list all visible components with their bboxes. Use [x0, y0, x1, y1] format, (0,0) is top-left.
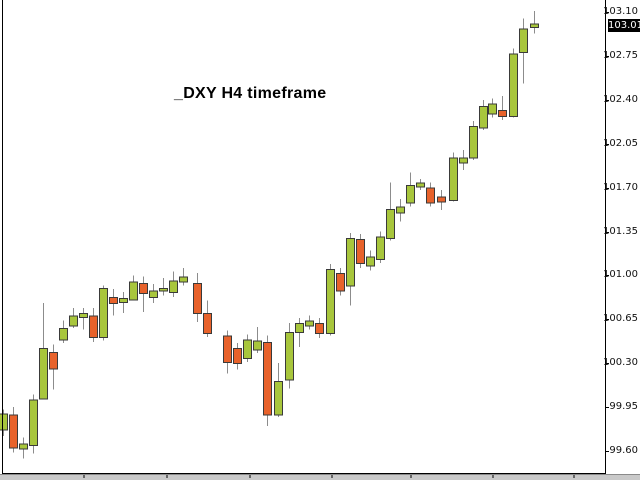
- time-axis-tick: [492, 475, 494, 478]
- candle: [509, 48, 518, 118]
- candle: [263, 335, 272, 426]
- candle: [488, 98, 497, 118]
- price-axis[interactable]: 103.10 102.75 102.40 102.05 101.70 101.35 101.…: [603, 0, 640, 474]
- candle: [69, 308, 78, 329]
- candle: [139, 276, 148, 312]
- y-axis-tick: [605, 12, 609, 14]
- candlestick-canvas: [0, 10, 539, 459]
- candle: [253, 326, 262, 354]
- time-axis-tick: [410, 475, 412, 478]
- y-axis-tick: [605, 407, 609, 409]
- candle: [449, 152, 458, 202]
- candle: [129, 275, 138, 301]
- y-axis-label: 102.75: [603, 49, 638, 61]
- time-axis-tick: [83, 475, 85, 478]
- candle: [99, 285, 108, 341]
- candle: [530, 10, 539, 34]
- y-axis-tick: [605, 363, 609, 365]
- y-axis-tick: [605, 55, 609, 57]
- time-axis-tick: [249, 475, 251, 478]
- plot-bottom-border: [2, 473, 606, 474]
- candle: [159, 277, 168, 296]
- y-axis-label: 101.70: [603, 181, 638, 193]
- candle: [0, 409, 8, 436]
- candle: [29, 394, 38, 454]
- candle: [326, 264, 335, 336]
- candle: [149, 284, 158, 304]
- candle: [59, 320, 68, 344]
- candle: [406, 172, 415, 207]
- plot-left-border: [2, 0, 3, 474]
- y-axis-label: 101.35: [603, 225, 638, 237]
- candle: [19, 437, 28, 459]
- candle: [243, 334, 252, 362]
- chart-title: _DXY H4 timeframe: [174, 85, 327, 102]
- y-axis-tick: [605, 451, 609, 453]
- candle: [233, 343, 242, 370]
- candle: [223, 330, 232, 374]
- current-price-badge: 103.01: [608, 19, 640, 33]
- y-axis-label: 101.00: [603, 269, 638, 281]
- y-axis-tick: [605, 231, 609, 233]
- candle: [386, 182, 395, 241]
- y-axis-tick: [605, 319, 609, 321]
- candle: [469, 121, 478, 161]
- chart-plot-area[interactable]: _DXY H4 timeframe: [0, 0, 606, 474]
- candle: [396, 198, 405, 222]
- candle: [519, 18, 528, 84]
- candle: [179, 267, 188, 286]
- candle: [9, 407, 18, 453]
- candle: [285, 323, 294, 389]
- y-axis-tick: [605, 143, 609, 145]
- candle: [437, 190, 446, 211]
- candle: [336, 267, 345, 296]
- candle: [39, 303, 48, 400]
- candle: [79, 308, 88, 330]
- candle: [305, 315, 314, 330]
- candle: [89, 308, 98, 342]
- candle: [416, 178, 425, 191]
- time-axis-tick: [331, 475, 333, 478]
- candle: [376, 231, 385, 263]
- candle: [479, 99, 488, 130]
- y-axis-label: 103.10: [603, 6, 638, 18]
- candle: [356, 234, 365, 268]
- candle: [193, 272, 202, 322]
- candle: [459, 150, 468, 171]
- candle: [346, 232, 355, 306]
- candle: [119, 291, 128, 314]
- y-axis-tick: [605, 99, 609, 101]
- candle: [274, 363, 283, 418]
- candle: [169, 271, 178, 297]
- y-axis-label: 100.30: [603, 357, 638, 369]
- y-axis-label: 102.40: [603, 93, 638, 105]
- y-axis-label: 99.95: [609, 401, 638, 413]
- y-axis-label: 100.65: [603, 313, 638, 325]
- time-axis: [0, 474, 640, 480]
- candle: [295, 318, 304, 347]
- time-axis-tick: [166, 475, 168, 478]
- y-axis-label: 102.05: [603, 137, 638, 149]
- candle: [315, 318, 324, 339]
- candle: [49, 344, 58, 390]
- candle: [366, 250, 375, 271]
- candle: [426, 182, 435, 207]
- time-axis-tick: [573, 475, 575, 478]
- candle: [498, 96, 507, 120]
- price-axis-line: [605, 0, 606, 474]
- candle: [203, 300, 212, 337]
- y-axis-tick: [605, 275, 609, 277]
- y-axis-tick: [605, 187, 609, 189]
- candle: [109, 289, 118, 316]
- y-axis-label: 99.60: [609, 445, 638, 457]
